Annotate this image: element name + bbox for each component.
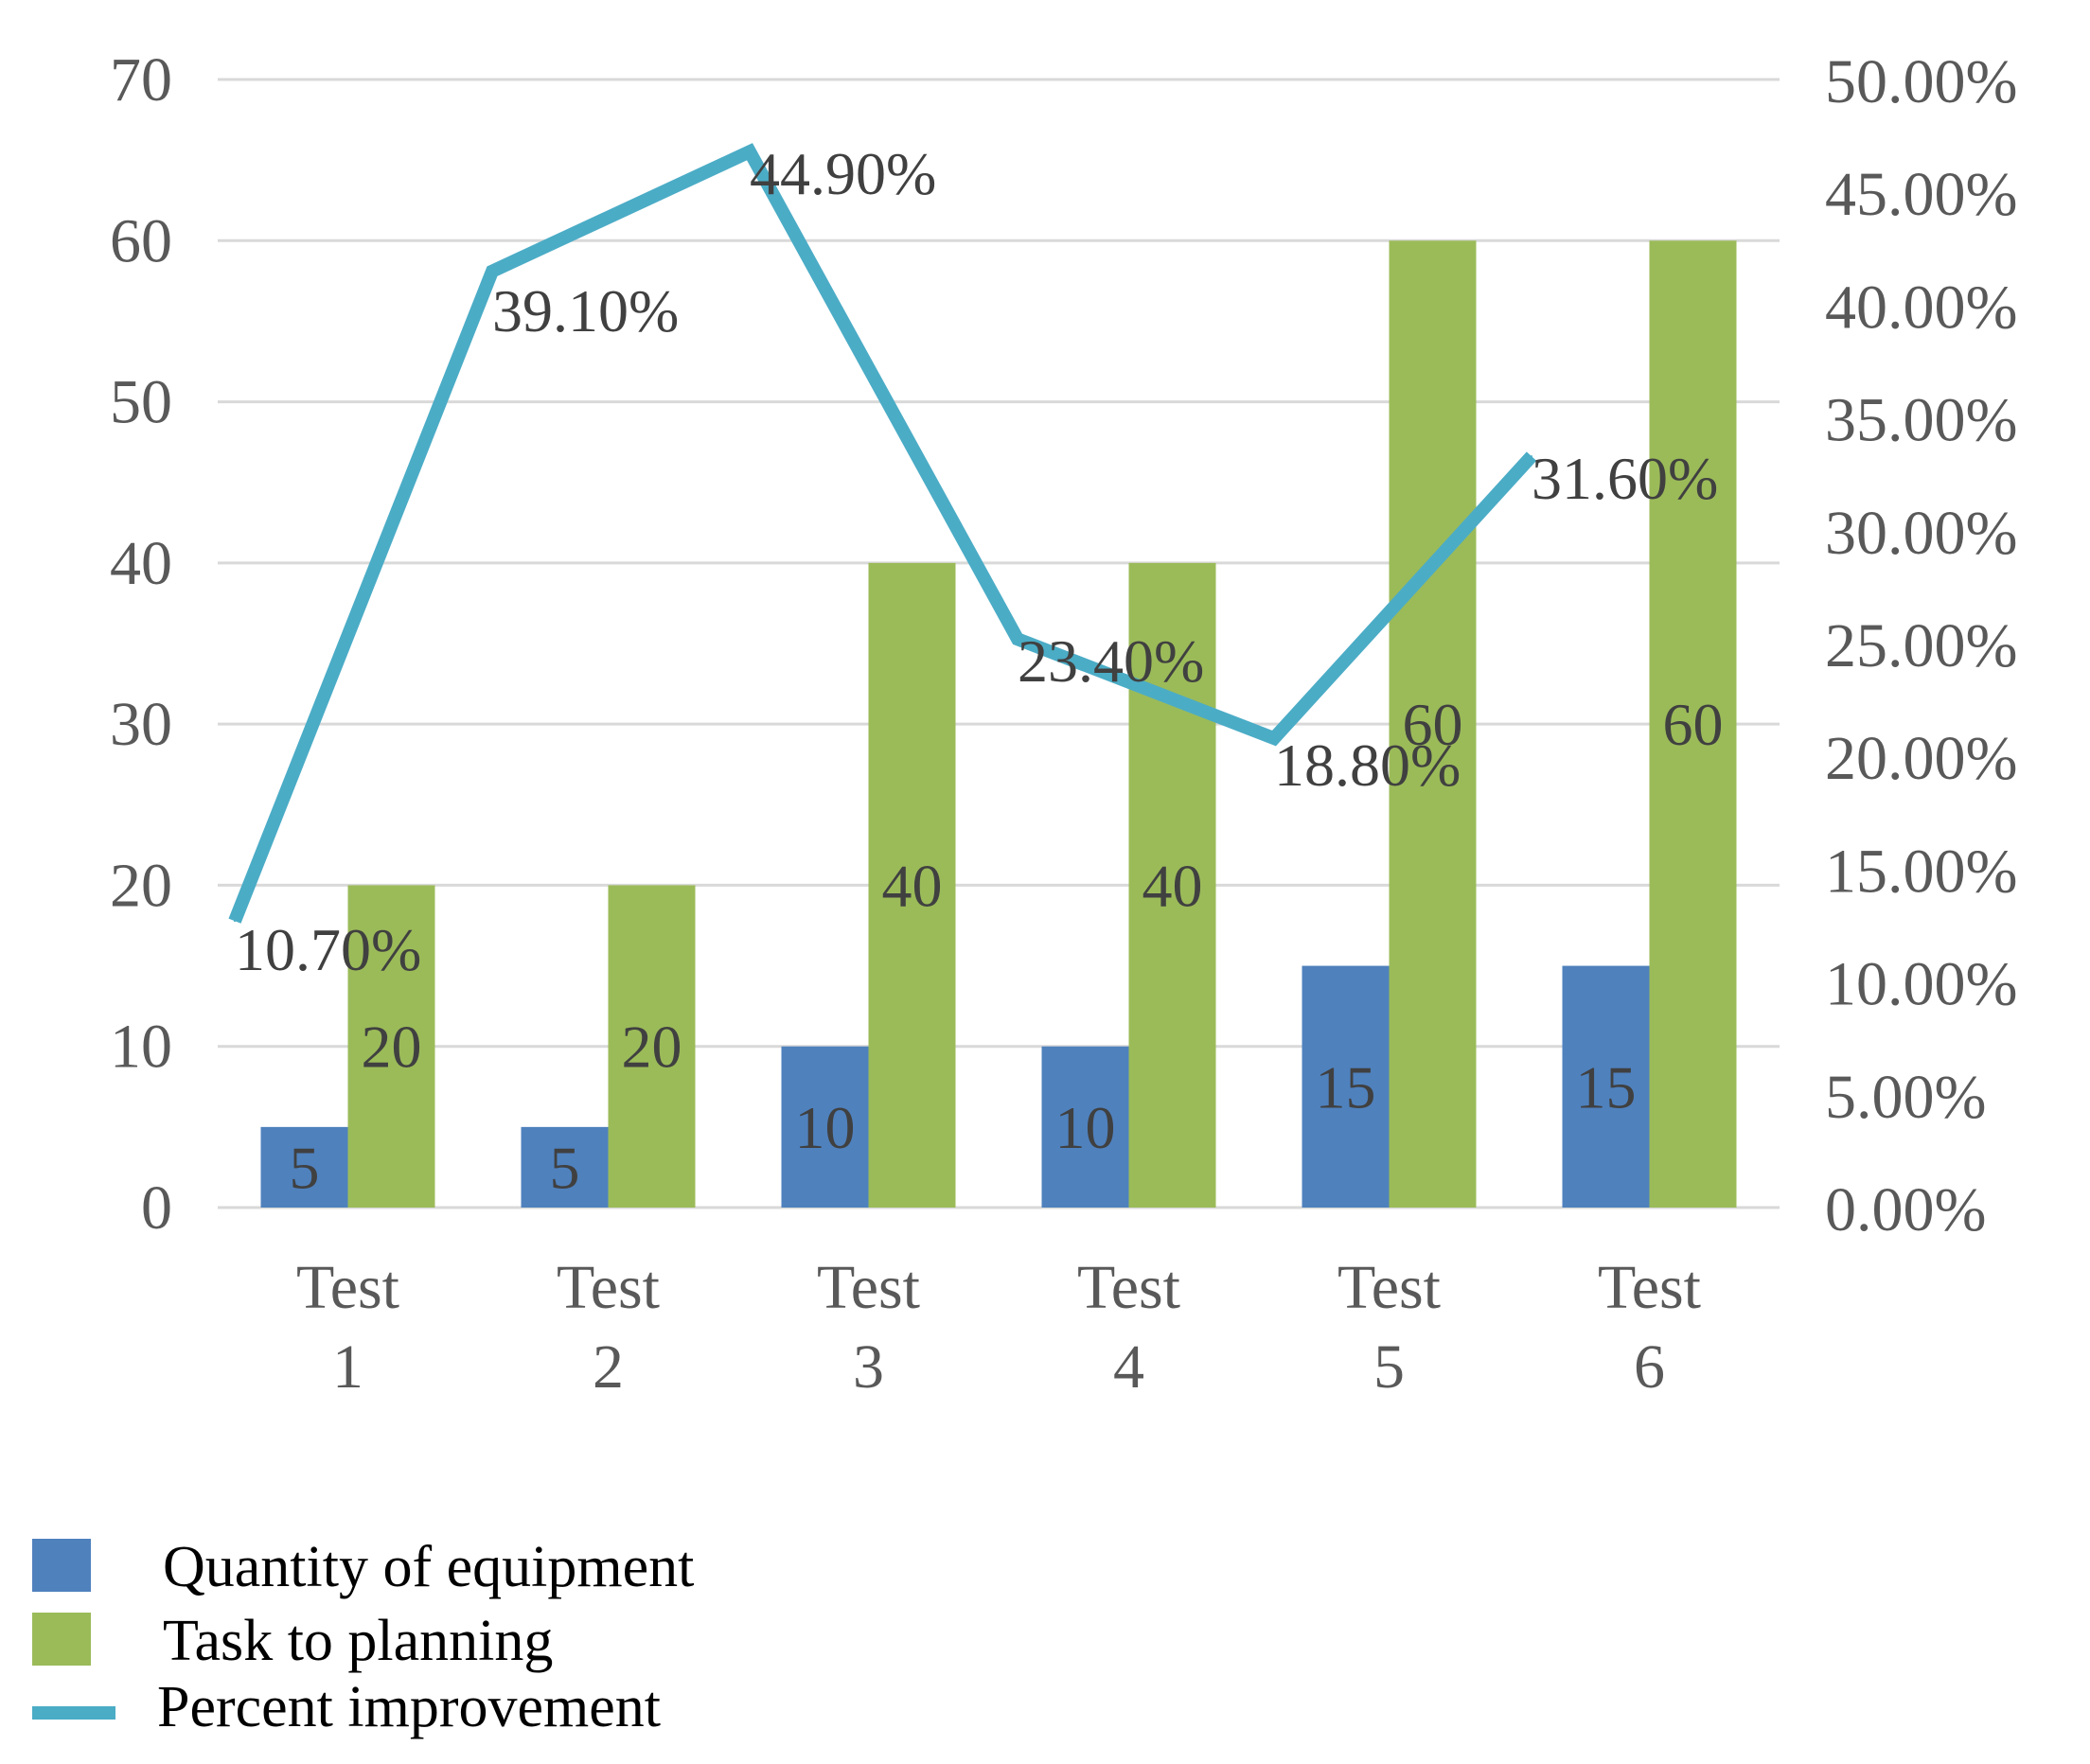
category-label-line2: 6 bbox=[1634, 1332, 1665, 1402]
bar-label-equipment: 5 bbox=[550, 1134, 580, 1201]
left-tick-label: 20 bbox=[110, 851, 172, 920]
right-tick-label: 25.00% bbox=[1825, 611, 2017, 680]
line-label-improvement: 23.40% bbox=[1018, 627, 1204, 695]
left-tick-label: 30 bbox=[110, 690, 172, 759]
bar-task bbox=[347, 885, 435, 1208]
bar-label-task: 40 bbox=[1142, 852, 1203, 919]
right-tick-label: 35.00% bbox=[1825, 386, 2017, 455]
line-data-labels: 10.70% 39.10% 44.90% 23.40% 18.80% 31.60% bbox=[235, 140, 1718, 983]
legend-label-equipment: Quantity of equipment bbox=[163, 1535, 694, 1599]
legend: Quantity of equipment Task to planning P… bbox=[32, 1535, 694, 1739]
category-label-line1: Test bbox=[817, 1253, 920, 1322]
gridlines bbox=[218, 78, 1780, 1209]
right-tick-label: 5.00% bbox=[1825, 1063, 1986, 1132]
bar-label-task: 60 bbox=[1403, 691, 1463, 758]
left-tick-label: 40 bbox=[110, 529, 172, 598]
category-label-line2: 4 bbox=[1113, 1332, 1144, 1402]
right-tick-label: 20.00% bbox=[1825, 724, 2017, 793]
legend-swatch-equipment bbox=[32, 1539, 91, 1592]
bar-task bbox=[608, 885, 696, 1208]
category-label-line2: 5 bbox=[1373, 1332, 1405, 1402]
bar-task bbox=[1389, 240, 1477, 1208]
line-series-improvement bbox=[228, 143, 1537, 924]
category-label-line1: Test bbox=[1337, 1253, 1441, 1322]
bar-equipment bbox=[1302, 965, 1390, 1208]
bar-equipment bbox=[521, 1126, 609, 1208]
legend-swatch-task bbox=[32, 1613, 91, 1666]
bar-task bbox=[1649, 240, 1737, 1208]
bar-equipment bbox=[781, 1046, 869, 1208]
line-point-improvement bbox=[1531, 455, 1532, 458]
category-label-line1: Test bbox=[557, 1253, 660, 1322]
legend-swatch-improvement bbox=[32, 1706, 115, 1720]
category-label-line2: 2 bbox=[593, 1332, 624, 1402]
line-point-improvement bbox=[1273, 737, 1275, 740]
right-tick-label: 40.00% bbox=[1825, 273, 2017, 342]
bar-label-equipment: 10 bbox=[795, 1094, 856, 1161]
category-label-line1: Test bbox=[1598, 1253, 1701, 1322]
legend-label-improvement: Percent improvement bbox=[157, 1675, 661, 1739]
bar-task bbox=[868, 562, 956, 1208]
category-label-line1: Test bbox=[296, 1253, 399, 1322]
line-label-improvement: 18.80% bbox=[1274, 732, 1461, 799]
bar-label-task: 40 bbox=[882, 852, 943, 919]
left-axis-ticks: 0 10 20 30 40 50 60 70 bbox=[110, 45, 172, 1243]
left-tick-label: 60 bbox=[110, 206, 172, 275]
bar-label-equipment: 15 bbox=[1316, 1053, 1376, 1120]
category-label-line1: Test bbox=[1077, 1253, 1180, 1322]
line-point-improvement bbox=[491, 270, 493, 273]
line-label-improvement: 44.90% bbox=[750, 140, 936, 207]
right-tick-label: 30.00% bbox=[1825, 499, 2017, 568]
improvement-line bbox=[228, 143, 1537, 924]
left-tick-label: 70 bbox=[110, 45, 172, 115]
bars bbox=[260, 240, 1737, 1208]
bar-equipment bbox=[1041, 1046, 1129, 1208]
line-label-improvement: 39.10% bbox=[492, 277, 679, 344]
bar-task bbox=[1128, 562, 1216, 1208]
bar-equipment bbox=[260, 1126, 348, 1208]
line-point-improvement bbox=[1017, 638, 1018, 641]
bar-label-equipment: 5 bbox=[290, 1134, 320, 1201]
bar-data-labels: 5 20 5 20 10 40 10 40 15 60 15 60 bbox=[290, 691, 1724, 1201]
right-tick-label: 10.00% bbox=[1825, 950, 2017, 1019]
legend-label-task: Task to planning bbox=[163, 1609, 553, 1673]
right-tick-label: 15.00% bbox=[1825, 837, 2017, 906]
left-tick-label: 50 bbox=[110, 368, 172, 437]
right-axis-ticks: 0.00% 5.00% 10.00% 15.00% 20.00% 25.00% 30.00%… bbox=[1825, 47, 2017, 1244]
category-axis-labels: Test 1 Test 2 Test 3 Test 4 Test 5 Test 6 bbox=[296, 1253, 1701, 1402]
line-point-improvement bbox=[234, 920, 236, 923]
right-tick-label: 45.00% bbox=[1825, 160, 2017, 229]
bar-label-equipment: 10 bbox=[1055, 1094, 1116, 1161]
right-tick-label: 50.00% bbox=[1825, 47, 2017, 116]
bar-label-task: 60 bbox=[1663, 691, 1724, 758]
bar-label-task: 20 bbox=[362, 1014, 422, 1081]
line-label-improvement: 31.60% bbox=[1532, 445, 1718, 512]
right-tick-label: 0.00% bbox=[1825, 1175, 1986, 1244]
left-tick-label: 0 bbox=[141, 1173, 172, 1243]
bar-label-task: 20 bbox=[622, 1014, 682, 1081]
line-point-improvement bbox=[749, 150, 751, 153]
bar-equipment bbox=[1562, 965, 1650, 1208]
category-label-line2: 3 bbox=[853, 1332, 884, 1402]
left-tick-label: 10 bbox=[110, 1013, 172, 1082]
bar-label-equipment: 15 bbox=[1576, 1053, 1637, 1120]
line-label-improvement: 10.70% bbox=[235, 916, 421, 983]
category-label-line2: 1 bbox=[332, 1332, 363, 1402]
